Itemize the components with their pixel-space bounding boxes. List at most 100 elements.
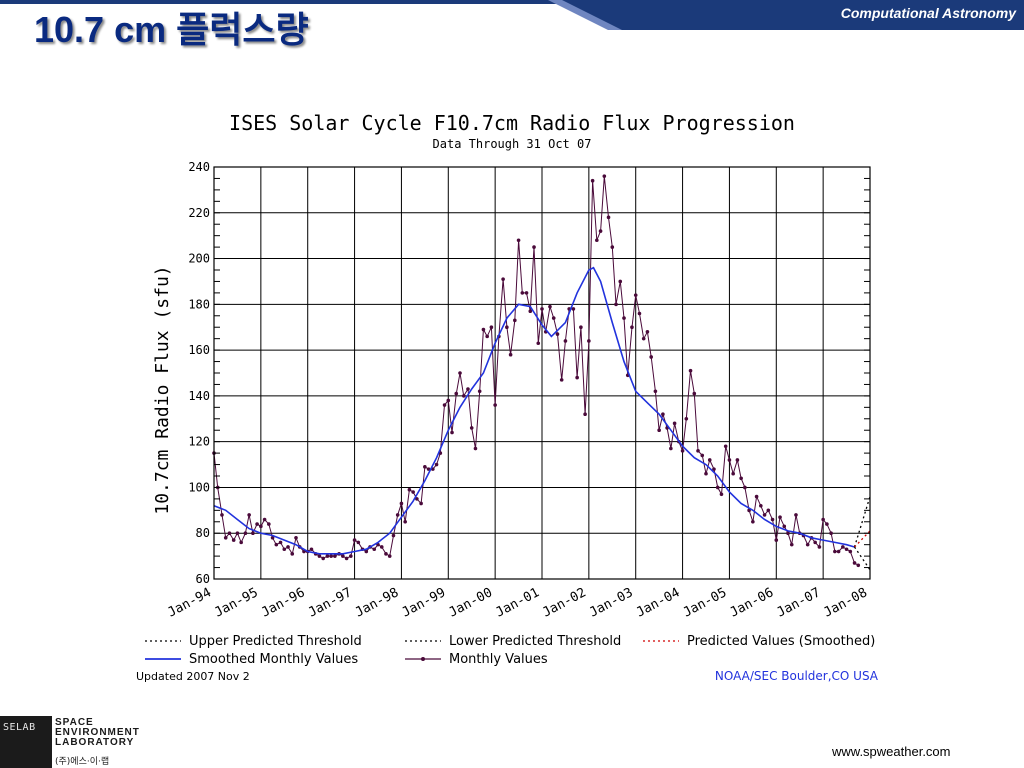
monthly-value-point <box>641 336 646 341</box>
legend-label-monthly-values: Monthly Values <box>449 652 548 667</box>
x-tick-label: Jan-01 <box>493 585 542 620</box>
monthly-value-point <box>485 334 489 339</box>
monthly-value-point <box>680 449 685 453</box>
monthly-value-point <box>723 444 728 449</box>
monthly-value-point <box>696 449 700 453</box>
monthly-value-point <box>786 531 790 536</box>
monthly-value-point <box>364 549 369 554</box>
monthly-value-point <box>692 391 697 396</box>
monthly-value-point <box>395 513 400 517</box>
monthly-value-point <box>707 458 712 462</box>
series-line-upper-predicted-threshold <box>853 496 871 548</box>
monthly-value-point <box>247 513 251 517</box>
y-tick-label: 160 <box>188 343 210 357</box>
monthly-value-point <box>774 538 779 542</box>
logo-korean: (주)에스·이·랩 <box>55 757 110 767</box>
monthly-value-point <box>329 554 333 558</box>
monthly-value-point <box>559 378 564 382</box>
x-tick-label: Jan-05 <box>681 585 730 620</box>
monthly-value-point <box>235 531 240 536</box>
monthly-value-point <box>473 446 478 451</box>
monthly-value-point <box>450 430 454 435</box>
monthly-value-point <box>466 387 470 391</box>
chart-footer-left: Updated 2007 Nov 2 <box>136 670 250 683</box>
monthly-value-point <box>856 563 861 568</box>
monthly-value-point <box>477 389 482 394</box>
monthly-value-point <box>270 536 275 540</box>
monthly-value-point <box>731 471 735 476</box>
monthly-value-point <box>251 531 255 536</box>
monthly-value-point <box>423 465 427 469</box>
monthly-value-point <box>489 325 494 330</box>
x-tick-label: Jan-98 <box>353 585 402 620</box>
x-tick-label: Jan-06 <box>728 585 777 620</box>
monthly-value-point <box>645 330 650 334</box>
monthly-value-point <box>290 552 295 556</box>
legend-label-lower-predicted-threshold: Lower Predicted Threshold <box>449 634 621 649</box>
monthly-value-point <box>739 476 743 481</box>
monthly-value-point <box>743 485 747 490</box>
monthly-value-point <box>684 416 689 421</box>
monthly-value-point <box>836 549 841 554</box>
monthly-value-point <box>532 245 536 249</box>
monthly-value-point <box>231 538 236 542</box>
monthly-value-point <box>317 554 322 558</box>
monthly-value-point <box>372 547 377 552</box>
legend-label-predicted-values-smoothed: Predicted Values (Smoothed) <box>687 634 875 649</box>
x-tick-label: Jan-08 <box>821 585 870 620</box>
x-tick-label: Jan-94 <box>165 585 214 620</box>
series-line-lower-predicted-threshold <box>853 546 871 571</box>
monthly-value-point <box>821 517 825 522</box>
monthly-value-point <box>633 293 638 297</box>
monthly-value-point <box>391 533 396 538</box>
monthly-value-point <box>583 412 587 417</box>
legend-marker <box>421 657 425 661</box>
monthly-value-point <box>411 490 415 494</box>
y-tick-label: 140 <box>188 389 210 403</box>
monthly-value-point <box>419 501 423 506</box>
monthly-value-point <box>461 394 466 398</box>
monthly-value-point <box>227 531 232 536</box>
monthly-value-point <box>618 279 623 284</box>
logo-line: LABORATORY <box>55 737 135 748</box>
y-tick-label: 240 <box>188 160 210 174</box>
y-tick-label: 60 <box>196 572 210 586</box>
monthly-value-point <box>434 462 439 467</box>
y-tick-label: 120 <box>188 435 210 449</box>
selab-logo: SELAB SPACE ENVIRONMENT LABORATORY (주)에스… <box>0 716 160 768</box>
monthly-value-point <box>754 494 759 499</box>
y-tick-label: 200 <box>188 252 210 266</box>
monthly-value-point <box>528 309 533 314</box>
monthly-value-point <box>259 524 263 529</box>
monthly-value-point <box>555 332 560 336</box>
x-tick-label: Jan-95 <box>212 585 261 620</box>
monthly-value-point <box>614 302 618 307</box>
x-tick-label: Jan-96 <box>259 585 308 620</box>
x-tick-label: Jan-03 <box>587 585 636 620</box>
monthly-value-point <box>630 325 634 330</box>
monthly-value-point <box>649 355 653 359</box>
monthly-value-point <box>379 545 384 549</box>
monthly-value-point <box>762 513 767 517</box>
monthly-value-point <box>399 501 404 506</box>
monthly-value-point <box>669 446 673 451</box>
monthly-value-point <box>657 428 661 433</box>
monthly-value-point <box>805 542 810 547</box>
logo-line: ENVIRONMENT <box>55 727 140 738</box>
chart-series <box>212 174 871 571</box>
monthly-value-point <box>255 522 259 526</box>
website-url: www.spweather.com <box>832 744 951 759</box>
x-tick-label: Jan-99 <box>400 585 449 620</box>
monthly-value-point <box>325 554 330 558</box>
monthly-value-point <box>704 471 708 476</box>
monthly-value-point <box>727 458 732 462</box>
monthly-value-point <box>341 554 345 558</box>
monthly-value-point <box>794 513 798 517</box>
x-tick-label: Jan-02 <box>540 585 589 620</box>
monthly-value-point <box>321 556 325 561</box>
monthly-value-point <box>661 412 665 417</box>
monthly-value-point <box>239 540 243 545</box>
monthly-value-point <box>817 545 822 549</box>
monthly-value-point <box>469 426 474 430</box>
monthly-value-point <box>352 538 357 542</box>
